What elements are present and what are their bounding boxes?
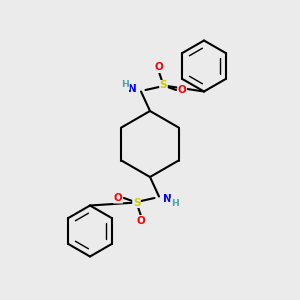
- Text: N: N: [128, 84, 137, 94]
- Text: S: S: [133, 197, 140, 208]
- Text: H: H: [122, 80, 129, 89]
- Text: O: O: [113, 193, 122, 203]
- Text: N: N: [163, 194, 172, 204]
- Text: H: H: [171, 199, 178, 208]
- Text: O: O: [178, 85, 187, 95]
- Text: O: O: [136, 215, 146, 226]
- Text: O: O: [154, 62, 164, 73]
- Text: S: S: [160, 80, 167, 91]
